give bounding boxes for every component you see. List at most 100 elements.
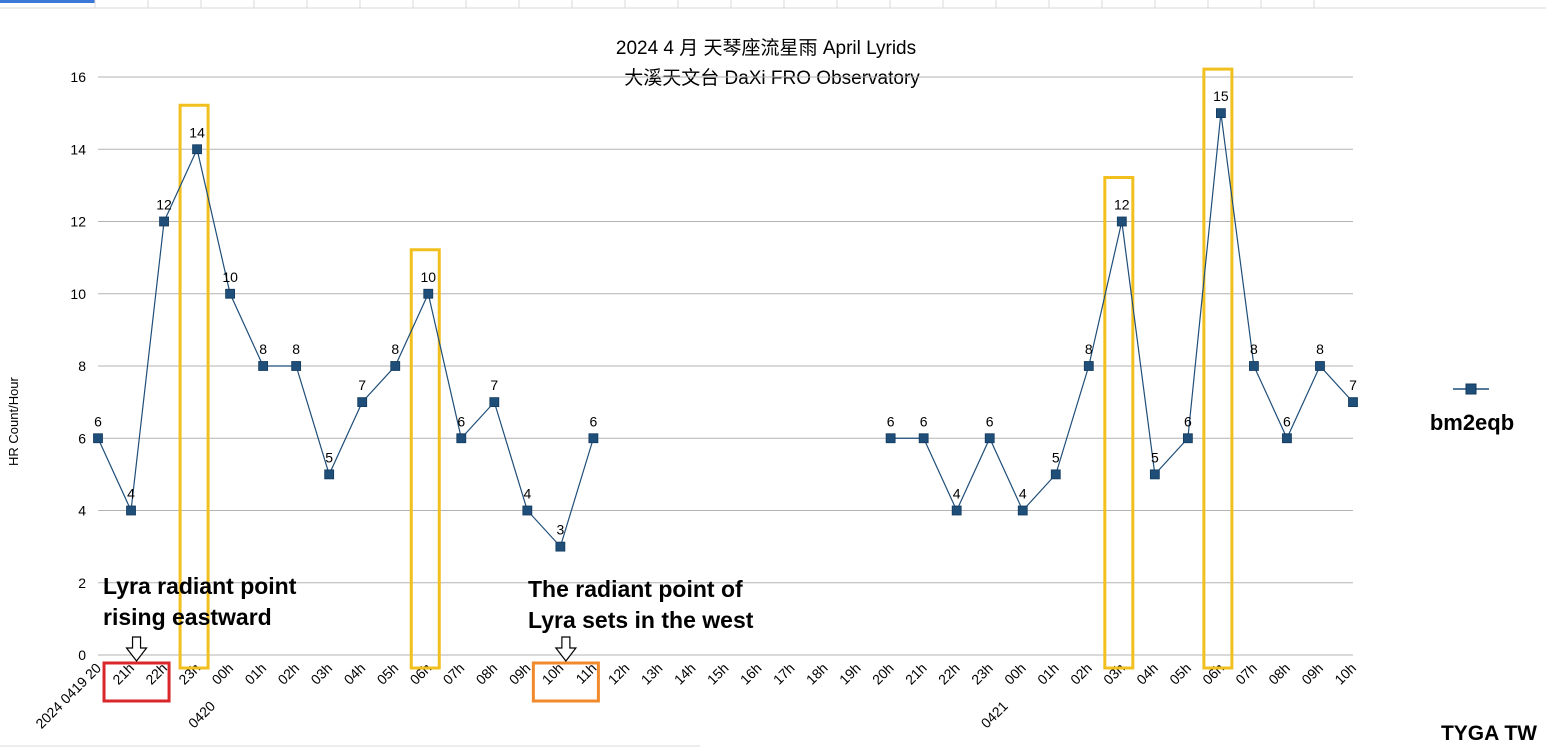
highlight-boxes xyxy=(102,67,1234,703)
down-arrow-icon xyxy=(554,636,578,662)
series-line xyxy=(97,147,594,548)
data-label: 3 xyxy=(556,522,564,538)
y-tick-label: 16 xyxy=(70,69,86,85)
data-label: 10 xyxy=(420,269,436,285)
data-label: 6 xyxy=(986,413,994,429)
y-tick-label: 6 xyxy=(78,430,86,446)
data-point xyxy=(984,433,995,444)
x-tick-label: 03h xyxy=(307,660,335,688)
x-tick-label: 18h xyxy=(803,660,831,688)
annotation-text: The radiant point of xyxy=(528,576,743,602)
data-point xyxy=(1182,433,1193,444)
data-label: 7 xyxy=(358,377,366,393)
data-label: 8 xyxy=(259,341,267,357)
highlight-box xyxy=(409,248,441,670)
data-label: 5 xyxy=(1151,449,1159,465)
x-tick-label: 23h xyxy=(968,660,996,688)
x-axis-ticks: 2024 0419 20 21h 22h 23h 00h 01h 02h 03h 04h 05h 0… xyxy=(32,660,1359,732)
data-point xyxy=(522,505,533,516)
y-tick-label: 10 xyxy=(70,286,86,302)
data-point xyxy=(93,433,103,444)
data-point xyxy=(1149,469,1160,480)
data-point xyxy=(1282,433,1292,444)
data-point xyxy=(1348,397,1358,408)
y-axis-label: HR Count/Hour xyxy=(6,376,21,466)
data-label: 6 xyxy=(1283,413,1291,429)
data-label: 8 xyxy=(391,341,399,357)
data-label: 6 xyxy=(94,413,102,429)
x-tick-label: 04h xyxy=(1133,660,1161,688)
down-arrow-icon xyxy=(125,636,148,662)
x-tick-label: 13h xyxy=(638,660,666,688)
data-point xyxy=(1050,469,1061,480)
y-tick-label: 12 xyxy=(70,214,86,230)
highlight-box xyxy=(178,103,210,670)
data-point xyxy=(489,397,500,408)
data-label: 6 xyxy=(887,413,895,429)
y-axis-ticks: 0 2 4 6 8 10 12 14 16 xyxy=(70,69,86,663)
data-point xyxy=(1083,361,1094,371)
data-label: 8 xyxy=(292,341,300,357)
series-line xyxy=(890,113,1354,512)
sheet-selection xyxy=(0,0,95,3)
data-point xyxy=(456,433,467,444)
x-tick-label: 21h xyxy=(902,660,930,688)
x-tick-label: 2024 0419 20 xyxy=(32,660,104,732)
chart-subtitle: 大溪天文台 DaXi FRO Observatory xyxy=(624,67,920,89)
data-label: 12 xyxy=(156,197,172,213)
x-tick-label: 01h xyxy=(1034,660,1062,688)
legend-label: bm2eqb xyxy=(1430,410,1514,435)
y-tick-label: 0 xyxy=(78,647,86,663)
data-point xyxy=(225,288,236,299)
x-tick-label: 07h xyxy=(440,660,468,688)
data-label: 8 xyxy=(1085,341,1093,357)
x-tick-label: 02h xyxy=(1067,660,1095,688)
data-point xyxy=(1215,108,1226,119)
data-label: 7 xyxy=(490,377,498,393)
data-point xyxy=(159,216,169,227)
y-tick-label: 4 xyxy=(78,503,86,519)
annotation-text: Lyra sets in the west xyxy=(528,607,754,633)
data-label: 8 xyxy=(1250,341,1258,357)
x-tick-label: 14h xyxy=(671,660,699,688)
x-date-label: 0420 xyxy=(185,698,218,731)
credit-text: TYGA TW xyxy=(1441,722,1537,745)
data-label: 5 xyxy=(1052,449,1060,465)
y-tick-label: 8 xyxy=(78,358,86,374)
data-label: 6 xyxy=(1184,413,1192,429)
legend: bm2eqb xyxy=(1430,383,1514,435)
x-tick-label: 04h xyxy=(341,660,369,688)
data-point xyxy=(951,505,962,516)
data-label: 6 xyxy=(920,413,928,429)
data-point xyxy=(258,361,269,371)
data-point xyxy=(1116,216,1127,227)
data-label: 6 xyxy=(589,413,597,429)
data-label: 14 xyxy=(189,124,205,140)
data-point xyxy=(555,541,566,552)
x-tick-label: 20h xyxy=(869,660,897,688)
x-tick-label: 07h xyxy=(1232,660,1260,688)
data-point xyxy=(1249,361,1259,371)
tick-label-box xyxy=(102,661,171,703)
highlight-box xyxy=(1103,176,1135,670)
data-label: 12 xyxy=(1114,197,1130,213)
data-label: 4 xyxy=(523,486,531,502)
gridlines xyxy=(98,76,1353,656)
data-point xyxy=(423,288,434,299)
x-tick-label: 19h xyxy=(836,660,864,688)
highlight-box xyxy=(1202,67,1234,670)
x-tick-label: 08h xyxy=(1265,660,1293,688)
x-tick-label: 05h xyxy=(1166,660,1194,688)
tick-label-box xyxy=(531,661,600,703)
data-label: 15 xyxy=(1213,88,1229,104)
data-point xyxy=(1315,361,1325,371)
data-point xyxy=(390,361,401,371)
data-point xyxy=(357,397,368,408)
x-tick-label: 17h xyxy=(770,660,798,688)
x-tick-label: 16h xyxy=(737,660,765,688)
data-label: 6 xyxy=(457,413,465,429)
data-label: 10 xyxy=(222,269,238,285)
x-tick-label: 15h xyxy=(704,660,732,688)
x-tick-label: 22h xyxy=(935,660,963,688)
